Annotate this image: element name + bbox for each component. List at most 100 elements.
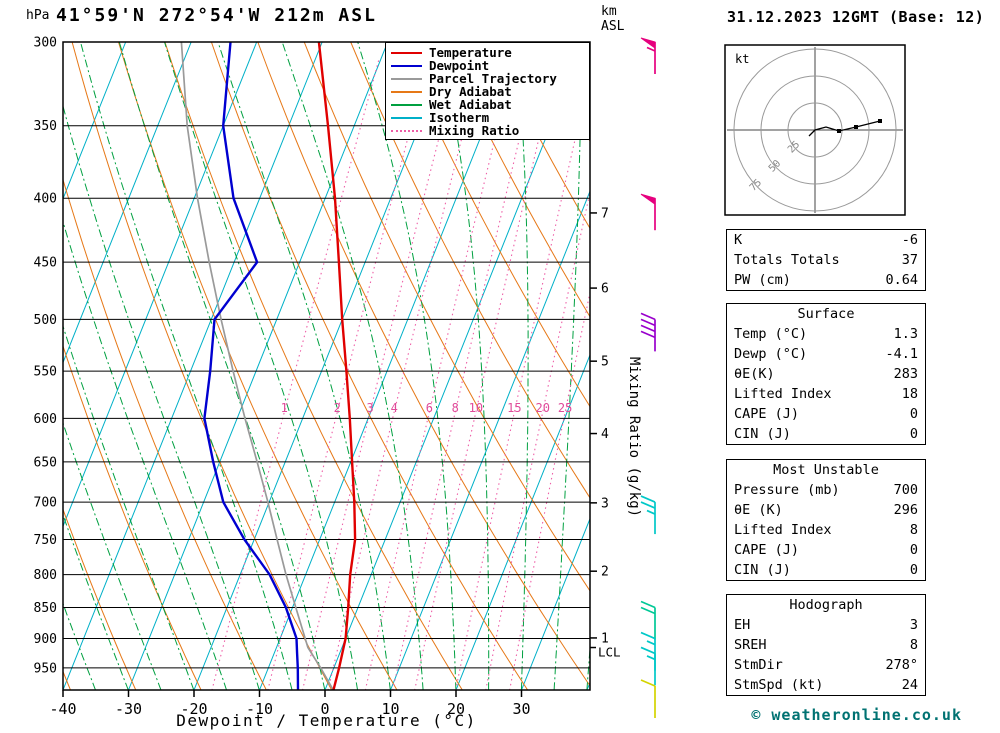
stats-value: -6 <box>901 232 918 248</box>
wind-barb <box>640 679 656 718</box>
stats-row: Temp (°C) 1.3 <box>727 324 925 344</box>
legend-label: Dewpoint <box>429 58 490 73</box>
isotherm-line <box>63 42 258 528</box>
stats-value: 3 <box>909 617 918 633</box>
wet-adiabat-line <box>63 421 162 690</box>
stats-label: PW (cm) <box>734 272 791 288</box>
dry-adiabat-line <box>63 177 267 690</box>
isotherm-line <box>521 517 590 690</box>
stats-label: CIN (J) <box>734 562 791 578</box>
stats-box-hodograph: Hodograph EH 3 SREH 8 StmDir 278° StmSpd (kt) 24 <box>726 594 926 696</box>
km-tick-label: 3 <box>601 496 609 511</box>
isotherm-line <box>128 42 389 690</box>
stats-row: Lifted Index 18 <box>727 384 925 404</box>
copyright-link[interactable]: © weatheronline.co.uk <box>751 706 962 724</box>
run-date: 31.12.2023 12GMT (Base: 12) <box>727 8 985 26</box>
stats-box-title: Most Unstable <box>773 462 879 478</box>
stats-label: Lifted Index <box>734 522 832 538</box>
height-axis-unit-km: km <box>601 4 617 19</box>
temp-tick-label: 30 <box>512 700 530 718</box>
footer: © weatheronline.co.uk <box>698 706 962 724</box>
mixing-ratio-value: 4 <box>391 401 398 415</box>
hodograph-ring <box>760 75 870 185</box>
legend-item-dewpoint: Dewpoint <box>391 58 587 73</box>
pressure-tick-label: 800 <box>34 568 57 583</box>
mixing-ratio-value: 10 <box>469 401 483 415</box>
pressure-tick-label: 700 <box>34 496 57 511</box>
pressure-tick-label: 500 <box>34 313 57 328</box>
plot-border <box>62 41 591 691</box>
parcel-trajectory-line <box>180 42 335 690</box>
isotherm-line <box>259 42 520 690</box>
lcl-label: LCL <box>598 645 621 660</box>
legend-swatch <box>391 77 422 80</box>
wet-adiabat-line <box>281 42 424 690</box>
mixing-ratio-line <box>485 189 590 690</box>
hodograph-point <box>854 125 858 129</box>
mixing-ratio-value: 3 <box>366 401 373 415</box>
stats-box-title: Surface <box>797 306 855 322</box>
stats-label: Temp (°C) <box>734 326 808 342</box>
isotherm-line <box>193 42 454 690</box>
hodograph-point <box>878 119 882 123</box>
stats-row: StmSpd (kt) 24 <box>727 675 925 695</box>
mixing-ratio-line <box>302 59 460 690</box>
page-title: 41°59'N 272°54'W 212m ASL <box>56 5 377 26</box>
dry-adiabat-line <box>396 42 590 408</box>
wet-adiabat-line <box>164 42 359 690</box>
stats-label: StmDir <box>734 657 783 673</box>
wind-barb <box>640 495 656 535</box>
stats-value: 8 <box>909 522 918 538</box>
pressure-tick-label: 750 <box>34 533 57 548</box>
stats-row: StmDir 278° <box>727 655 925 675</box>
legend-label: Mixing Ratio <box>429 123 520 138</box>
temp-tick-label: -20 <box>180 700 207 718</box>
legend-swatch <box>391 64 422 67</box>
stats-row: CAPE (J) 0 <box>727 404 925 424</box>
legend-label: Isotherm <box>429 110 490 125</box>
stats-row: SREH 8 <box>727 635 925 655</box>
stats-value: 0 <box>909 542 918 558</box>
stats-label: Dewp (°C) <box>734 346 808 362</box>
km-tick-label: 4 <box>601 427 609 442</box>
legend-item-temperature: Temperature <box>391 45 587 60</box>
stats-row: θE(K) 283 <box>727 364 925 384</box>
legend-item-parcel-trajectory: Parcel Trajectory <box>391 71 587 86</box>
legend-swatch <box>391 116 422 119</box>
temp-tick-label: -10 <box>246 700 273 718</box>
stats-row: Pressure (mb) 700 <box>727 480 925 500</box>
legend-label: Dry Adiabat <box>429 84 512 99</box>
mixing-ratio-line <box>211 59 380 690</box>
mixing-ratio-value: 1 <box>281 401 288 415</box>
sounding-profiles <box>180 42 357 690</box>
hodograph-unit-label: kt <box>735 52 749 66</box>
stats-row: CIN (J) 0 <box>727 560 925 580</box>
pressure-tick-label: 450 <box>34 256 57 271</box>
wet-adiabat-line <box>63 220 228 690</box>
dewpoint-line <box>203 42 300 690</box>
pressure-tick-label: 850 <box>34 601 57 616</box>
stats-value: 283 <box>893 366 918 382</box>
pressure-tick-label: 550 <box>34 365 57 380</box>
mixing-ratio-line <box>364 59 515 690</box>
stats-label: StmSpd (kt) <box>734 677 824 693</box>
stats-value: 0.64 <box>885 272 918 288</box>
stats-row: K -6 <box>727 230 925 250</box>
mixing-ratio-value: 6 <box>426 401 433 415</box>
height-axis-unit: km ASL <box>601 4 624 34</box>
stats-label: CIN (J) <box>734 426 791 442</box>
stats-row: Lifted Index 8 <box>727 520 925 540</box>
dry-adiabat-line <box>257 42 590 687</box>
stats-row: CAPE (J) 0 <box>727 540 925 560</box>
temp-tick-label: 20 <box>447 700 465 718</box>
legend-label: Wet Adiabat <box>429 97 512 112</box>
temp-tick-label: -30 <box>115 700 142 718</box>
dry-adiabat-line <box>489 42 590 230</box>
pressure-tick-label: 600 <box>34 412 57 427</box>
legend-swatch <box>391 129 422 132</box>
dry-adiabat-line <box>63 344 202 690</box>
mixing-ratio-line <box>509 289 590 690</box>
wet-adiabat-line <box>80 42 293 690</box>
